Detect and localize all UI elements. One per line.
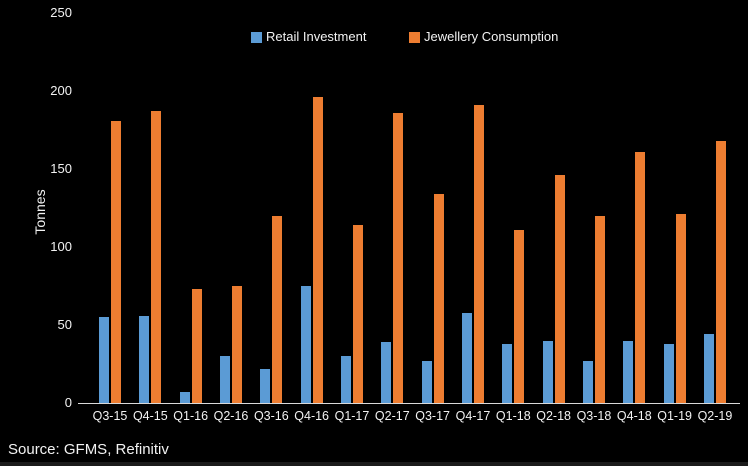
bar-jewellery-consumption [272,215,283,403]
x-axis-tick-label: Q1-19 [657,409,692,423]
x-axis-tick-label: Q3-17 [415,409,450,423]
bar-jewellery-consumption [231,286,242,403]
bar-retail-investment [542,340,553,403]
bar-retail-investment [300,286,311,403]
x-axis-tick-label: Q2-16 [213,409,249,423]
bar-jewellery-consumption [352,225,363,403]
legend-label: Retail Investment [266,29,367,44]
legend-swatch-jewellery-consumption [409,31,420,43]
bar-retail-investment [260,368,271,403]
bar-retail-investment [663,343,674,403]
source-note: Source: GFMS, Refinitiv [8,441,169,458]
legend: Retail Investment Jewellery Consumption [0,0,748,50]
bar-retail-investment [461,312,472,403]
x-axis-tick-label: Q3-15 [92,409,128,423]
bar-jewellery-consumption [514,229,525,403]
bar-jewellery-consumption [554,175,565,403]
y-axis-tick-label: 250 [50,5,72,20]
legend-item-jewellery-consumption: Jewellery Consumption [409,30,558,44]
x-axis-tick-label: Q2-19 [697,409,733,423]
bar-jewellery-consumption [635,151,646,403]
bar-jewellery-consumption [473,105,484,403]
bar-jewellery-consumption [594,215,605,403]
bar-retail-investment [502,343,513,403]
x-axis-tick-label: Q1-16 [173,409,209,423]
bar-retail-investment [381,342,392,403]
bottom-strip [0,462,748,466]
x-axis-tick-label: Q1-17 [334,409,370,423]
legend-label: Jewellery Consumption [424,29,559,44]
bar-retail-investment [421,360,432,403]
bar-retail-investment [582,360,593,403]
bar-jewellery-consumption [111,120,121,403]
bar-jewellery-consumption [393,112,404,403]
bar-jewellery-consumption [191,289,202,403]
legend-swatch-retail-investment [251,31,262,43]
bar-jewellery-consumption [715,140,726,403]
bar-jewellery-consumption [433,193,444,403]
y-axis-tick-label: 100 [50,239,72,254]
bar-retail-investment [340,356,351,403]
y-axis-tick-label: 200 [50,83,72,98]
bar-retail-investment [179,392,190,403]
x-axis-tick-label: Q3-16 [253,409,289,423]
y-axis-tick-label: 50 [57,317,72,332]
x-axis-tick-label: Q1-18 [495,409,531,423]
x-axis-tick-label: Q2-18 [536,409,571,423]
x-axis-tick-label: Q4-17 [455,409,491,423]
bar-retail-investment [219,356,230,403]
legend-item-retail-investment: Retail Investment [251,30,366,44]
bar-retail-investment [99,317,109,403]
x-axis-tick-label: Q4-18 [616,409,652,423]
x-axis-line [78,403,740,404]
y-axis-tick-label: 0 [64,395,72,410]
bar-jewellery-consumption [675,214,686,403]
x-axis-tick-label: Q2-17 [374,409,410,423]
bar-retail-investment [623,340,634,403]
bar-jewellery-consumption [312,97,323,403]
bar-jewellery-consumption [151,111,162,403]
x-axis-tick-label: Q4-16 [294,409,330,423]
x-axis-tick-label: Q4-15 [132,409,168,423]
x-axis-tick-label: Q3-18 [576,409,612,423]
y-axis-tick-label: 150 [50,161,72,176]
bar-retail-investment [703,334,714,403]
bar-retail-investment [139,315,150,403]
